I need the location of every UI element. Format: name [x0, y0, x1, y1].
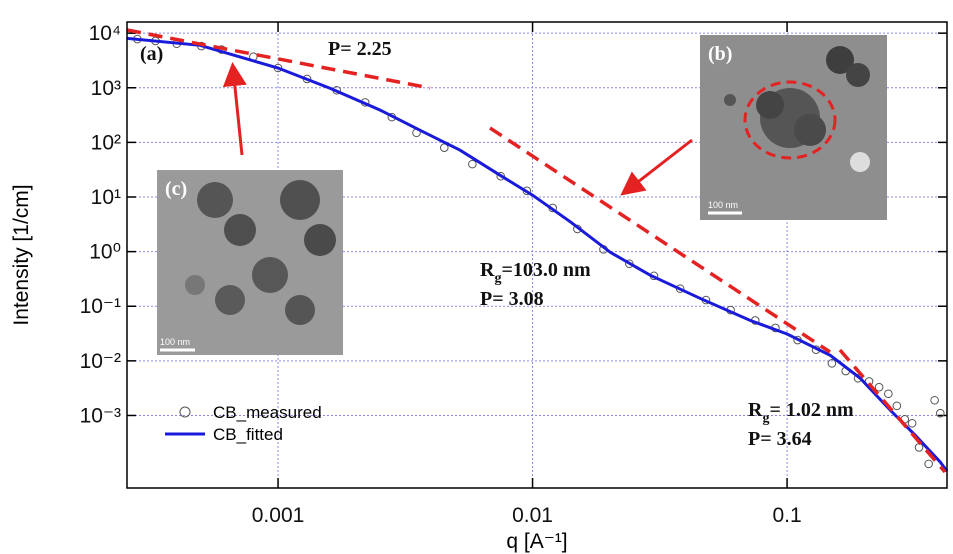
annotation: = 1.02 nm	[769, 399, 854, 421]
scale-label: 100 nm	[708, 200, 738, 210]
x-axis-title: q [A⁻¹]	[506, 530, 567, 553]
arrow	[233, 68, 242, 155]
inset-image: (b) 100 nm	[700, 35, 887, 220]
inset-image: (c) 100 nm	[157, 170, 343, 355]
data-point	[931, 396, 939, 404]
annotation: P= 3.08	[480, 288, 544, 310]
annotation-sub: g	[762, 411, 769, 426]
y-tick-label: 10⁻¹	[80, 295, 121, 318]
data-point	[885, 390, 893, 398]
x-tick-label: 0.01	[512, 504, 553, 527]
annotation: (a)	[140, 43, 163, 65]
annotation: Rg= 1.02 nm	[748, 399, 854, 426]
y-tick-label: 10⁴	[89, 22, 121, 45]
annotation-sub: g	[494, 271, 501, 286]
inset-label: (b)	[708, 43, 732, 65]
annotation: R	[748, 399, 763, 421]
annotation: Rg=103.0 nm	[480, 259, 591, 286]
data-point	[908, 419, 916, 427]
legend-label: CB_fitted	[213, 425, 283, 444]
legend-label: CB_measured	[213, 403, 322, 422]
y-tick-label: 10³	[91, 77, 121, 100]
y-axis-title: Intensity [1/cm]	[10, 184, 33, 325]
data-point	[915, 444, 923, 452]
data-point	[893, 402, 901, 410]
y-tick-label: 10²	[91, 131, 121, 154]
chart: 10⁴10³10²10¹10⁰10⁻¹10⁻²10⁻³0.0010.010.1 …	[0, 0, 953, 554]
legend: CB_measured CB_fitted	[165, 403, 322, 444]
data-point	[925, 460, 933, 468]
annotation: R	[480, 259, 495, 281]
annotation: P= 3.64	[748, 428, 812, 450]
data-point	[469, 160, 477, 168]
annotation: =103.0 nm	[501, 259, 591, 281]
annotation: P= 2.25	[328, 38, 392, 60]
x-tick-label: 0.1	[772, 504, 801, 527]
y-tick-label: 10⁻³	[80, 404, 121, 427]
x-tick-label: 0.001	[252, 504, 305, 527]
arrow	[625, 140, 692, 192]
inset-label: (c)	[165, 178, 187, 200]
y-tick-label: 10⁰	[89, 241, 121, 264]
y-tick-label: 10¹	[91, 186, 121, 209]
scale-label: 100 nm	[160, 337, 190, 347]
y-tick-label: 10⁻²	[80, 350, 121, 373]
